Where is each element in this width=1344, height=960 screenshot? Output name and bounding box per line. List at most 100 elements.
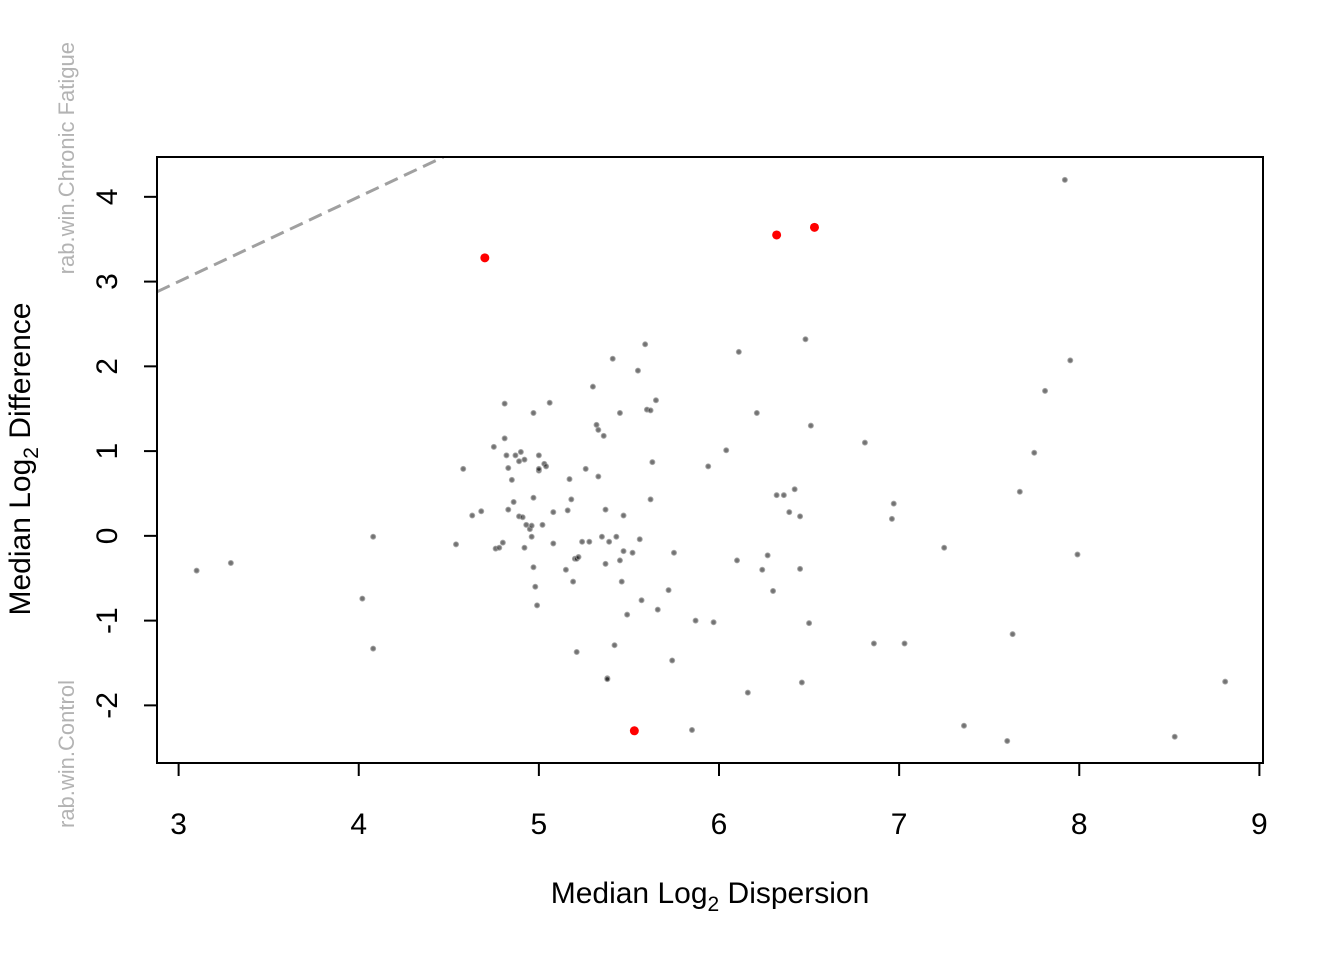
data-point (193, 567, 200, 574)
data-point (611, 642, 618, 649)
data-point (773, 492, 780, 499)
data-point (535, 465, 542, 472)
data-point (602, 560, 609, 567)
y-axis-title-subscript: 2 (20, 447, 43, 459)
plot-area: 3 4 5 6 7 8 9 -2 -1 0 1 2 3 4 (91, 156, 1268, 841)
y-axis-title-suffix: Difference (4, 302, 37, 447)
reference-line (157, 157, 445, 294)
data-point (735, 348, 742, 355)
data-point (861, 439, 868, 446)
data-point (535, 452, 542, 459)
data-point (770, 587, 777, 594)
data-point (503, 452, 510, 459)
data-point (501, 435, 508, 442)
data-point (620, 548, 627, 555)
data-point (593, 421, 600, 428)
data-point (521, 544, 528, 551)
data-point (638, 597, 645, 604)
data-point (616, 409, 623, 416)
data-point (568, 496, 575, 503)
data-point (469, 512, 476, 519)
data-point (595, 426, 602, 433)
data-point (941, 544, 948, 551)
plot-border (156, 156, 1264, 764)
significant-point (480, 253, 490, 263)
y-tick-label: -2 (91, 692, 124, 719)
data-point (496, 544, 503, 551)
y-tick-label: 0 (91, 528, 124, 545)
y-tick-label: 2 (91, 358, 124, 375)
data-point (609, 355, 616, 362)
data-point (530, 409, 537, 416)
data-point (780, 492, 787, 499)
data-point (620, 512, 627, 519)
x-axis-title-suffix: Dispersion (719, 877, 869, 910)
data-point (550, 540, 557, 547)
data-point (539, 521, 546, 528)
data-point (573, 648, 580, 655)
significant-point (809, 222, 819, 232)
x-tick-label: 9 (1251, 808, 1268, 841)
data-point (510, 498, 517, 505)
data-point (516, 458, 523, 465)
data-point (786, 509, 793, 516)
significant-point (629, 726, 639, 736)
data-point (579, 538, 586, 545)
data-point (1061, 176, 1068, 183)
data-point (1074, 551, 1081, 558)
significant-point (772, 230, 782, 240)
data-point (521, 456, 528, 463)
data-point (798, 679, 805, 686)
y-tick-label: -1 (91, 607, 124, 634)
data-point (753, 409, 760, 416)
data-point (570, 578, 577, 585)
x-tick-label: 3 (170, 808, 187, 841)
data-point (642, 341, 649, 348)
data-point (802, 336, 809, 343)
bottom-group-label: rab.win.Control (54, 680, 79, 828)
data-point (647, 496, 654, 503)
data-point (1222, 678, 1229, 685)
data-point (370, 645, 377, 652)
data-point (370, 533, 377, 540)
x-tick-label: 5 (531, 808, 548, 841)
data-point (797, 565, 804, 572)
data-point (624, 611, 631, 618)
data-point (564, 507, 571, 514)
x-tick-label: 8 (1071, 808, 1088, 841)
data-point (582, 465, 589, 472)
data-point (806, 620, 813, 627)
data-point (1016, 488, 1023, 495)
data-point (478, 508, 485, 515)
data-point (550, 509, 557, 516)
x-axis-title-prefix: Median Log (551, 877, 708, 910)
data-point (634, 367, 641, 374)
x-axis-title-subscript: 2 (708, 893, 720, 916)
data-point (562, 566, 569, 573)
data-point (1067, 357, 1074, 364)
data-point (227, 559, 234, 566)
data-point (890, 500, 897, 507)
data-point (505, 506, 512, 513)
data-point (1009, 631, 1016, 638)
data-point (764, 552, 771, 559)
data-point (523, 521, 530, 528)
data-point (692, 617, 699, 624)
data-point (797, 513, 804, 520)
data-point (501, 400, 508, 407)
data-point (870, 640, 877, 647)
data-point (734, 557, 741, 564)
x-axis-title: Median Log2 Dispersion (551, 877, 870, 916)
data-point (901, 640, 908, 647)
data-point (1004, 737, 1011, 744)
data-point (546, 399, 553, 406)
data-point (669, 657, 676, 664)
data-point (705, 463, 712, 470)
data-point (519, 514, 526, 521)
data-point (629, 549, 636, 556)
data-point (512, 452, 519, 459)
data-point (654, 606, 661, 613)
data-point (647, 407, 654, 414)
data-point (499, 539, 506, 546)
